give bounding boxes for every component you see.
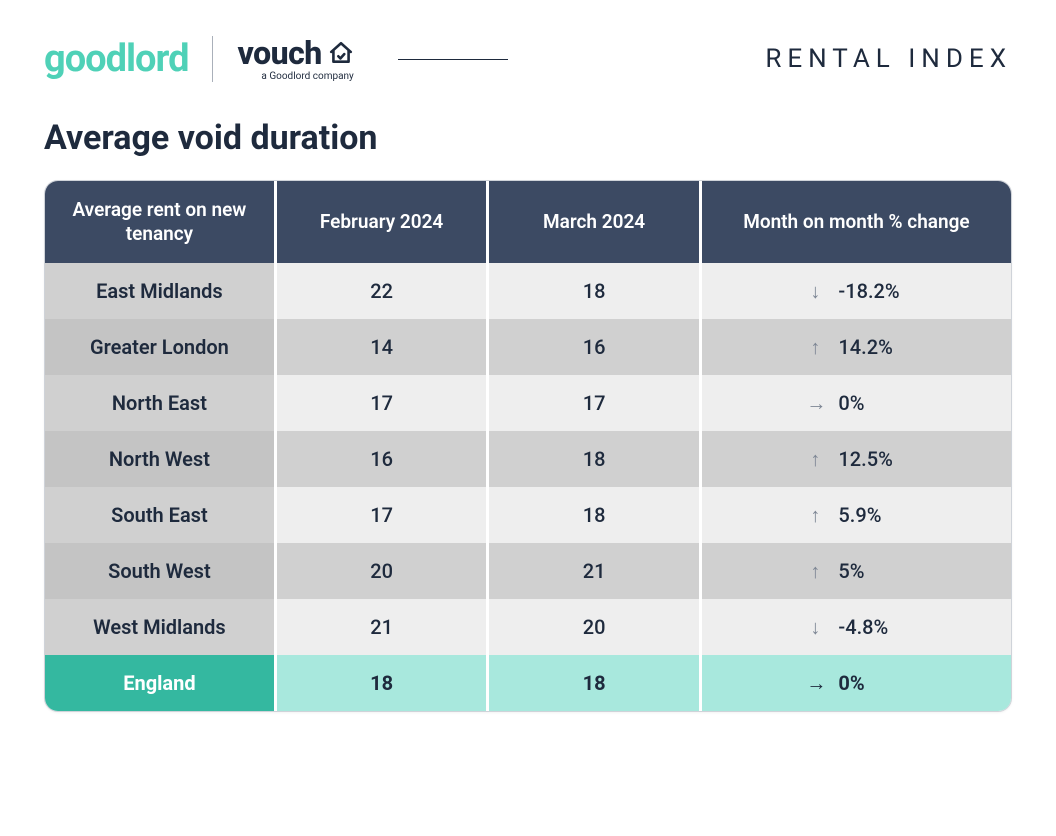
change-cell: ↑ 14.2%: [702, 319, 1011, 375]
feb-cell: 18: [277, 655, 490, 711]
vouch-logo: vouch a Goodlord company: [237, 37, 353, 82]
report-title: RENTAL INDEX: [765, 44, 1012, 74]
report-header: goodlord vouch a Goodlord company RENTAL…: [44, 36, 1012, 82]
change-value: 0%: [838, 391, 906, 415]
header-rule: [398, 59, 508, 60]
change-value: 5.9%: [838, 503, 906, 527]
mar-cell: 18: [489, 431, 702, 487]
feb-cell: 14: [277, 319, 490, 375]
feb-cell: 22: [277, 263, 490, 319]
change-value: -18.2%: [838, 279, 906, 303]
mar-cell: 18: [489, 263, 702, 319]
col-header-region: Average rent on new tenancy: [45, 181, 277, 263]
region-cell: West Midlands: [45, 599, 277, 655]
col-header-feb: February 2024: [277, 181, 490, 263]
change-value: -4.8%: [838, 615, 906, 639]
arrow-up-icon: ↑: [806, 447, 824, 472]
table-row: South East1718 ↑ 5.9%: [45, 487, 1011, 543]
change-cell: ↓ -18.2%: [702, 263, 1011, 319]
table-row: North West1618 ↑ 12.5%: [45, 431, 1011, 487]
feb-cell: 16: [277, 431, 490, 487]
region-cell: Greater London: [45, 319, 277, 375]
change-cell: → 0%: [702, 375, 1011, 431]
arrow-flat-icon: →: [806, 391, 824, 416]
col-header-change: Month on month % change: [702, 181, 1011, 263]
vouch-wordmark: vouch: [237, 37, 321, 69]
arrow-down-icon: ↓: [806, 615, 824, 640]
arrow-down-icon: ↓: [806, 279, 824, 304]
change-cell: → 0%: [702, 655, 1011, 711]
mar-cell: 20: [489, 599, 702, 655]
arrow-up-icon: ↑: [806, 335, 824, 360]
vouch-tagline: a Goodlord company: [261, 72, 353, 82]
region-cell: England: [45, 655, 277, 711]
page-title: Average void duration: [44, 118, 1012, 158]
region-cell: North West: [45, 431, 277, 487]
arrow-flat-icon: →: [806, 671, 824, 696]
mar-cell: 18: [489, 655, 702, 711]
mar-cell: 21: [489, 543, 702, 599]
arrow-up-icon: ↑: [806, 559, 824, 584]
feb-cell: 21: [277, 599, 490, 655]
brand-divider: [212, 36, 213, 82]
table-row: South West2021 ↑ 5%: [45, 543, 1011, 599]
region-cell: South West: [45, 543, 277, 599]
change-cell: ↓ -4.8%: [702, 599, 1011, 655]
change-cell: ↑ 5.9%: [702, 487, 1011, 543]
change-value: 12.5%: [838, 447, 906, 471]
table-summary-row: England1818→0%: [45, 655, 1011, 711]
region-cell: North East: [45, 375, 277, 431]
change-value: 5%: [838, 559, 906, 583]
region-cell: South East: [45, 487, 277, 543]
goodlord-logo: goodlord: [44, 37, 188, 81]
col-header-mar: March 2024: [489, 181, 702, 263]
feb-cell: 17: [277, 487, 490, 543]
arrow-up-icon: ↑: [806, 503, 824, 528]
mar-cell: 18: [489, 487, 702, 543]
region-cell: East Midlands: [45, 263, 277, 319]
table-row: North East1717→0%: [45, 375, 1011, 431]
table-row: West Midlands2120 ↓ -4.8%: [45, 599, 1011, 655]
table-row: East Midlands2218 ↓ -18.2%: [45, 263, 1011, 319]
void-duration-table: Average rent on new tenancy February 202…: [44, 180, 1012, 712]
change-cell: ↑ 5%: [702, 543, 1011, 599]
table-row: Greater London1416 ↑ 14.2%: [45, 319, 1011, 375]
feb-cell: 17: [277, 375, 490, 431]
change-value: 14.2%: [838, 335, 906, 359]
feb-cell: 20: [277, 543, 490, 599]
change-cell: ↑ 12.5%: [702, 431, 1011, 487]
table-header-row: Average rent on new tenancy February 202…: [45, 181, 1011, 263]
mar-cell: 17: [489, 375, 702, 431]
change-value: 0%: [838, 671, 906, 695]
mar-cell: 16: [489, 319, 702, 375]
house-icon: [328, 40, 354, 66]
